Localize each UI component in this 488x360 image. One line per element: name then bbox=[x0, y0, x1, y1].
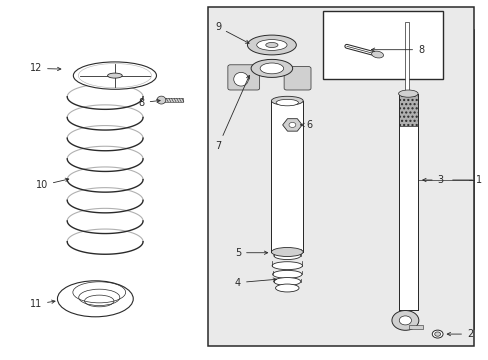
Ellipse shape bbox=[247, 35, 296, 55]
Text: 6: 6 bbox=[300, 120, 312, 130]
Ellipse shape bbox=[275, 284, 298, 292]
Text: 7: 7 bbox=[215, 75, 249, 151]
Ellipse shape bbox=[434, 332, 440, 336]
Bar bbox=[405, 22, 408, 94]
Bar bbox=[163, 98, 183, 102]
Ellipse shape bbox=[398, 316, 410, 325]
Ellipse shape bbox=[371, 51, 383, 58]
Text: 2: 2 bbox=[447, 329, 472, 339]
Bar bbox=[322, 11, 442, 79]
Text: 3: 3 bbox=[422, 175, 443, 185]
FancyBboxPatch shape bbox=[227, 65, 259, 90]
Text: 8: 8 bbox=[371, 45, 424, 55]
Text: 8: 8 bbox=[138, 98, 160, 108]
Ellipse shape bbox=[276, 99, 298, 106]
Ellipse shape bbox=[271, 96, 303, 105]
Bar bbox=[271, 101, 303, 252]
Text: 12: 12 bbox=[30, 63, 61, 73]
Ellipse shape bbox=[431, 330, 442, 338]
Bar bbox=[398, 94, 417, 310]
Ellipse shape bbox=[398, 90, 417, 97]
Ellipse shape bbox=[265, 42, 278, 48]
Text: 10: 10 bbox=[36, 178, 69, 190]
Ellipse shape bbox=[288, 122, 295, 127]
Text: 11: 11 bbox=[30, 299, 55, 309]
Ellipse shape bbox=[251, 59, 292, 77]
Ellipse shape bbox=[256, 40, 286, 50]
Ellipse shape bbox=[73, 62, 156, 89]
Ellipse shape bbox=[271, 248, 303, 256]
Ellipse shape bbox=[391, 310, 418, 330]
FancyBboxPatch shape bbox=[284, 67, 310, 90]
Ellipse shape bbox=[233, 72, 248, 86]
Ellipse shape bbox=[273, 278, 300, 285]
Ellipse shape bbox=[107, 73, 122, 78]
Ellipse shape bbox=[58, 281, 133, 317]
Text: 9: 9 bbox=[214, 22, 248, 43]
Ellipse shape bbox=[157, 96, 165, 104]
Ellipse shape bbox=[271, 262, 302, 270]
Ellipse shape bbox=[272, 270, 302, 278]
Text: 4: 4 bbox=[234, 278, 276, 288]
Ellipse shape bbox=[260, 63, 283, 74]
Text: 5: 5 bbox=[234, 248, 267, 258]
Bar bbox=[398, 94, 417, 126]
Bar bbox=[408, 325, 422, 329]
Bar bbox=[207, 7, 473, 346]
Text: 1: 1 bbox=[475, 175, 482, 185]
Ellipse shape bbox=[273, 252, 300, 260]
